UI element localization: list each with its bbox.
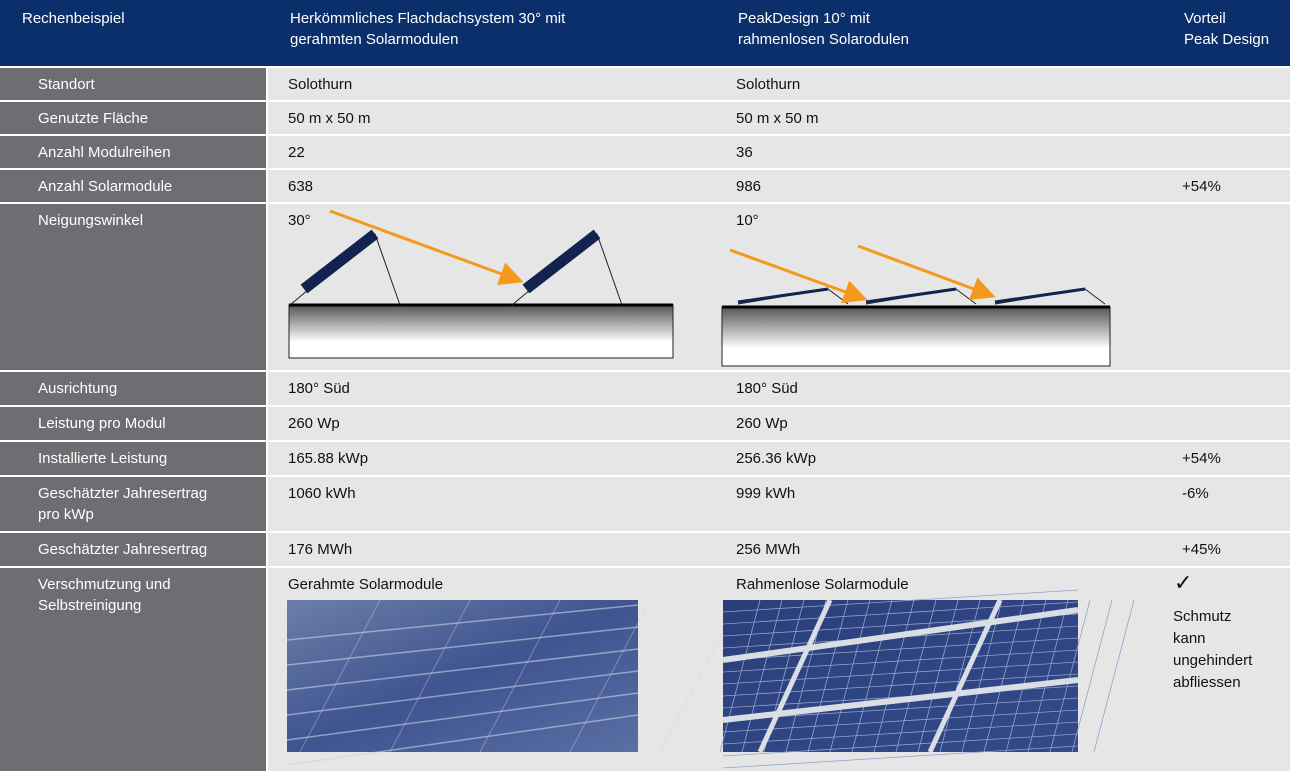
support xyxy=(995,289,1105,304)
sun-ray xyxy=(730,250,862,298)
roof xyxy=(722,307,1110,366)
panel xyxy=(526,234,597,289)
panel xyxy=(304,234,375,289)
panel xyxy=(995,289,1085,302)
illustrations xyxy=(0,0,1290,771)
comparison-table: RechenbeispielHerkömmliches Flachdachsys… xyxy=(0,0,1290,771)
roof xyxy=(289,305,673,358)
support xyxy=(290,234,400,305)
sun-ray xyxy=(858,246,990,295)
photo-line xyxy=(1094,600,1134,752)
support xyxy=(512,234,622,305)
support xyxy=(866,289,976,304)
panel xyxy=(738,289,828,302)
support xyxy=(738,289,848,304)
panel xyxy=(866,289,956,302)
